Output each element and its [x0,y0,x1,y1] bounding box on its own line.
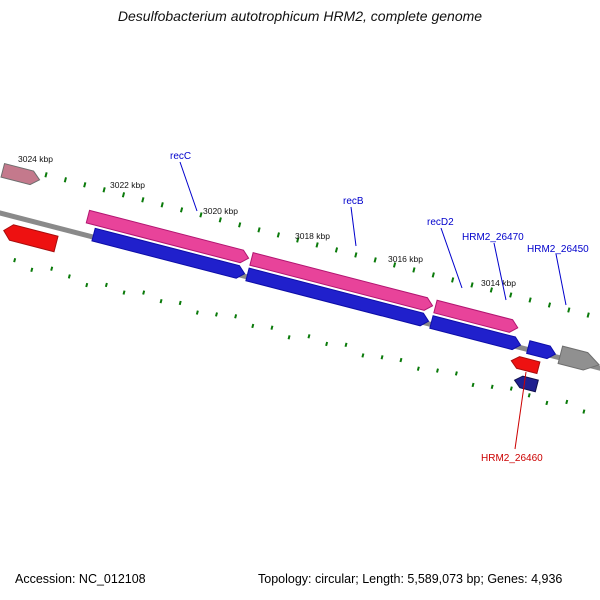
scale-label-3018: 3018 kbp [295,231,330,241]
scale-tick-inner [178,300,182,306]
cds-arrow-pink-2 [249,252,434,311]
reverse-gene-arrow-hrm2-26460 [510,356,541,375]
scale-tick-inner [287,335,291,340]
scale-tick-outer [392,262,397,268]
gene-label-recB: recB [343,196,364,207]
scale-tick-inner [471,382,475,388]
cds-arrow-pink-1 [85,209,250,264]
scale-tick-outer [296,237,300,243]
gene-label-hrm2-26450: HRM2_26450 [527,244,589,255]
scale-tick-inner [307,334,311,339]
scale-tick-outer [63,177,67,183]
scale-tick-outer [509,292,513,298]
scale-tick-inner [159,298,163,304]
reverse-gene-arrow-left [3,224,59,253]
scale-tick-outer [257,227,261,233]
scale-tick-inner [13,257,17,263]
scale-tick-outer [470,282,474,288]
gene-arrow-outer-partial [0,162,41,186]
scale-tick-inner [67,274,71,279]
scale-tick-outer [276,232,280,238]
scale-tick-outer [489,287,493,293]
scale-tick-outer [315,242,319,248]
scale-tick-inner [251,323,255,329]
forward-gene-arrow-hrm2-26470 [526,340,557,360]
forward-gene-arrow-recC [91,227,246,279]
gene-label-hrm2-26470: HRM2_26470 [462,232,524,243]
scale-tick-inner [85,282,89,288]
gene-label-hrm2-26460: HRM2_26460 [481,453,543,464]
forward-gene-arrow-recB [245,267,430,327]
footer-accession: Accession: NC_012108 [15,572,146,586]
gene-arrow-gray [557,345,600,371]
label-leader-hrm2-26460 [514,371,527,450]
forward-gene-arrow-recD2 [429,315,522,351]
scale-tick-outer [586,312,590,318]
label-leader-hrm2-26470 [493,242,507,301]
scale-tick-inner [142,290,146,295]
scale-tick-inner [122,290,126,295]
scale-tick-inner [234,314,238,319]
scale-tick-outer [44,172,48,178]
scale-tick-inner [270,325,274,330]
scale-label-3020: 3020 kbp [203,206,238,216]
scale-tick-inner [582,409,586,414]
scale-tick-inner [454,371,458,376]
footer-stats: Topology: circular; Length: 5,589,073 bp… [258,572,562,586]
scale-tick-outer [547,302,552,308]
scale-tick-inner [416,366,420,371]
scale-ticks-outer [44,172,590,318]
gene-label-recC: recC [170,151,191,162]
scale-tick-inner [30,267,34,272]
scale-tick-inner [527,393,531,398]
scale-label-3014: 3014 kbp [481,278,516,288]
scale-tick-inner [195,310,199,315]
label-leader-hrm2-26450 [555,253,567,306]
scale-tick-outer [238,222,242,228]
scale-tick-outer [179,207,184,213]
scale-tick-outer [528,297,532,303]
scale-tick-outer [354,252,358,258]
scale-tick-inner [509,386,513,391]
cds-arrow-pink-3 [433,299,519,333]
scale-label-3016: 3016 kbp [388,254,423,264]
scale-tick-inner [215,312,218,317]
scale-tick-outer [160,202,164,208]
scale-tick-outer [451,277,455,283]
scale-tick-outer [412,267,416,273]
scale-tick-outer [121,192,126,198]
scale-tick-inner [361,353,365,358]
scale-tick-inner [545,400,549,406]
plot-title: Desulfobacterium autotrophicum HRM2, com… [118,8,482,24]
scale-label-3024: 3024 kbp [18,154,53,164]
scale-tick-inner [325,341,329,347]
label-leader-recC [179,161,198,212]
scale-tick-inner [399,357,403,363]
label-leader-recD2 [440,227,463,289]
scale-tick-outer [141,197,145,203]
scale-ticks-inner [13,257,586,414]
scale-tick-outer [199,212,203,218]
scale-tick-outer [334,247,339,253]
genome-track-group [0,162,600,414]
scale-tick-outer [373,257,377,263]
scale-tick-inner [104,282,108,288]
scale-tick-inner [490,384,494,389]
gene-label-recD2: recD2 [427,217,454,228]
scale-tick-inner [436,368,439,373]
label-leader-recB [350,206,357,247]
scale-tick-inner [344,342,348,348]
scale-tick-outer [218,217,222,223]
scale-tick-inner [380,355,384,360]
scale-tick-inner [565,399,569,405]
scale-tick-outer [102,187,106,193]
scale-tick-outer [567,307,571,313]
scale-tick-inner [50,266,54,271]
scale-tick-outer [83,182,87,188]
scale-tick-outer [431,272,435,278]
scale-label-3022: 3022 kbp [110,180,145,190]
